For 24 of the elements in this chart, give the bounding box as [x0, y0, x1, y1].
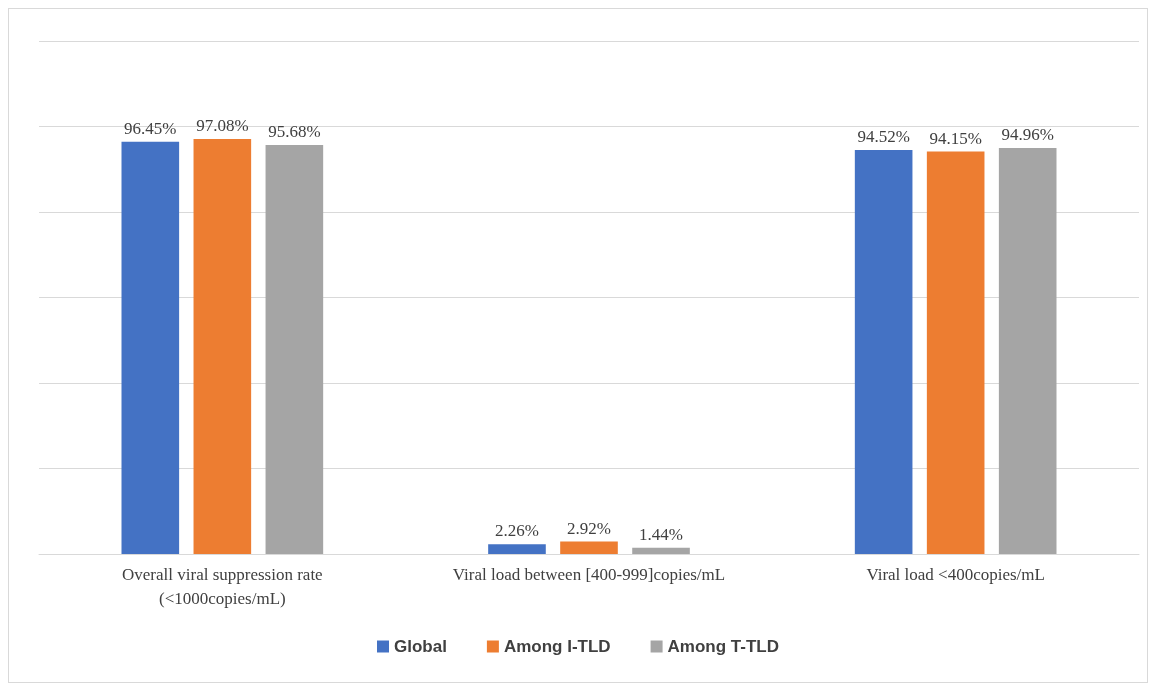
- data-label: 2.26%: [495, 521, 539, 541]
- data-label: 95.68%: [268, 121, 321, 141]
- bar: [488, 544, 546, 554]
- bar: [265, 144, 324, 554]
- data-label: 96.45%: [124, 118, 177, 138]
- data-label: 94.52%: [857, 126, 910, 146]
- x-tick-label: Viral load <400copies/mL: [866, 564, 1045, 584]
- legend-label: Among I-TLD: [503, 637, 611, 656]
- data-label: 94.96%: [1001, 125, 1054, 145]
- bar: [632, 547, 690, 554]
- x-tick-label: Overall viral suppression rate (<1000copies/mL): [122, 564, 323, 608]
- bar: [560, 541, 618, 554]
- bar: [121, 141, 180, 554]
- legend-label: Global: [393, 637, 447, 656]
- bar: [998, 148, 1057, 554]
- x-tick-label: Viral load between [400-999]copies/mL: [452, 564, 726, 584]
- data-label: 97.08%: [196, 115, 249, 135]
- data-label: 1.44%: [639, 524, 683, 544]
- data-label: 2.92%: [567, 518, 611, 538]
- data-label: 94.15%: [929, 128, 982, 148]
- bar: [193, 138, 252, 554]
- bar: [854, 149, 913, 554]
- legend-label: Among T-TLD: [667, 637, 780, 656]
- bar: [926, 151, 985, 554]
